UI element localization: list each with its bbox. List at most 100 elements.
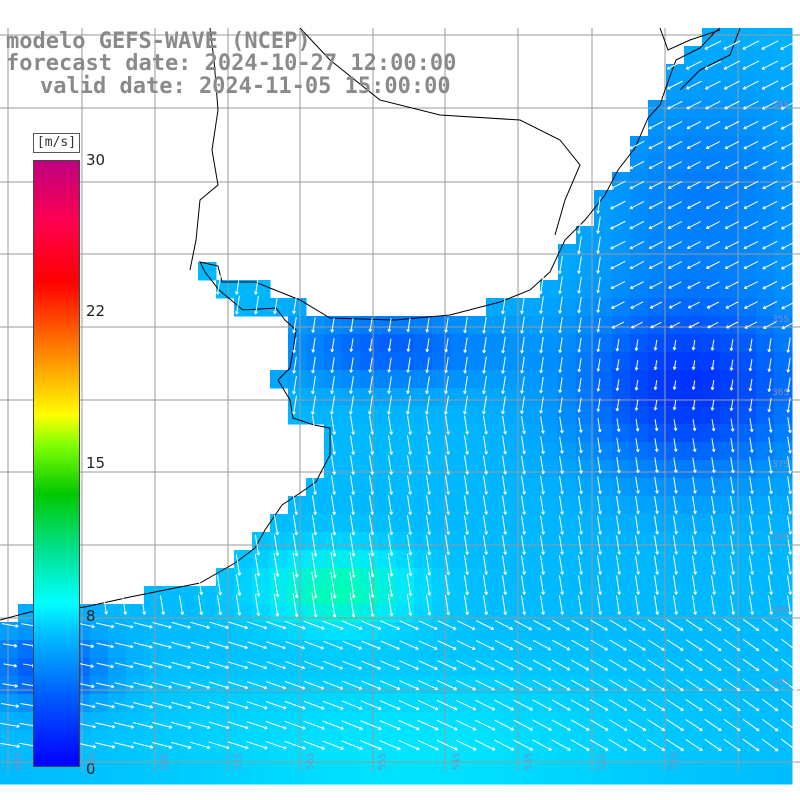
wind-arrow — [654, 419, 659, 432]
wind-arrow — [723, 619, 741, 632]
wind-arrow — [596, 595, 602, 615]
wind-arrow — [762, 180, 778, 190]
wind-arrow — [235, 295, 240, 315]
wind-arrow — [437, 680, 458, 691]
wind-arrow — [388, 415, 393, 435]
lon-label: 55S — [378, 752, 388, 770]
wind-arrow — [654, 496, 659, 515]
wind-arrow — [768, 535, 773, 555]
wind-arrow — [673, 555, 678, 575]
wind-arrow — [558, 575, 564, 595]
wind-arrow — [705, 161, 720, 169]
wind-arrow — [578, 456, 583, 474]
wind-arrow — [247, 661, 268, 670]
wind-arrow — [425, 475, 431, 495]
wind-arrow — [464, 475, 469, 495]
wind-arrow — [685, 679, 703, 692]
colorbar-unit: [m/s] — [33, 133, 80, 153]
wind-arrow — [254, 275, 259, 295]
wind-arrow — [667, 120, 683, 130]
wind-speed-cells — [0, 28, 793, 785]
wind-arrow — [667, 100, 683, 110]
wind-arrow — [686, 100, 702, 110]
wind-arrow — [292, 337, 297, 354]
wind-arrow — [197, 575, 204, 596]
wind-arrow — [208, 741, 230, 750]
wind-arrow — [399, 680, 420, 691]
wind-arrow — [425, 554, 432, 576]
wind-arrow — [349, 571, 356, 599]
wind-arrow — [532, 659, 552, 671]
wind-arrow — [114, 702, 134, 709]
wind-arrow — [629, 160, 645, 170]
wind-arrow — [729, 575, 735, 595]
wind-arrow — [686, 241, 701, 249]
wind-arrow — [730, 515, 735, 535]
wind-arrow — [341, 620, 363, 630]
wind-arrow — [368, 514, 375, 536]
wind-arrow — [103, 595, 108, 615]
wind-arrow — [742, 60, 760, 70]
wind-arrow — [707, 321, 719, 329]
wind-arrow — [311, 533, 318, 557]
wind-arrow — [171, 661, 191, 669]
wind-arrow — [368, 572, 375, 598]
wind-arrow — [742, 718, 760, 732]
wind-arrow — [668, 281, 682, 289]
wind-arrow — [723, 738, 741, 752]
lon-label: 51S — [670, 752, 680, 770]
wind-arrow — [539, 296, 544, 314]
wind-arrow — [368, 395, 373, 415]
wind-arrow — [246, 681, 268, 690]
wind-arrow — [456, 679, 476, 691]
colorbar-tick: 30 — [86, 151, 106, 169]
wind-arrow — [246, 741, 268, 750]
wind-arrow — [190, 621, 210, 629]
wind-arrow — [235, 574, 242, 596]
wind-arrow — [151, 721, 173, 729]
wind-arrow — [666, 679, 684, 691]
wind-arrow — [780, 718, 798, 732]
wind-arrow — [648, 161, 664, 170]
wind-arrow — [667, 241, 682, 250]
wind-arrow — [292, 533, 299, 557]
wind-arrow — [627, 739, 647, 751]
wind-arrow — [559, 436, 564, 454]
wind-arrow — [2, 643, 18, 648]
wind-arrow — [475, 699, 496, 711]
wind-arrow — [666, 639, 684, 651]
wind-arrow — [596, 398, 601, 412]
wind-arrow — [445, 475, 450, 495]
wind-arrow — [360, 740, 382, 751]
wind-arrow — [330, 495, 337, 515]
wind-arrow — [520, 555, 526, 575]
wind-arrow — [723, 698, 741, 712]
wind-arrow — [648, 181, 664, 190]
wind-arrow — [730, 418, 735, 432]
wind-arrow — [444, 535, 451, 556]
wind-arrow — [539, 376, 544, 394]
wind-arrow — [654, 555, 659, 575]
wind-arrow — [171, 641, 191, 649]
wind-arrow — [266, 661, 287, 670]
wind-arrow — [254, 295, 259, 315]
wind-arrow — [540, 515, 545, 535]
wind-arrow — [349, 592, 356, 618]
wind-arrow — [596, 575, 602, 595]
wind-arrow — [589, 719, 609, 731]
wind-arrow — [748, 595, 754, 615]
wind-arrow — [616, 515, 621, 535]
wind-arrow — [482, 595, 489, 615]
wind-arrow — [368, 552, 375, 578]
wind-arrow — [577, 276, 582, 294]
wind-arrow — [673, 438, 678, 452]
wind-arrow — [436, 739, 458, 751]
wind-arrow — [668, 301, 681, 309]
wind-arrow — [762, 140, 778, 150]
wind-arrow — [686, 161, 701, 169]
wind-arrow — [417, 719, 439, 731]
wind-arrow — [551, 679, 571, 691]
wind-arrow — [387, 318, 392, 333]
wind-arrow — [635, 418, 640, 432]
wind-arrow — [616, 495, 621, 515]
